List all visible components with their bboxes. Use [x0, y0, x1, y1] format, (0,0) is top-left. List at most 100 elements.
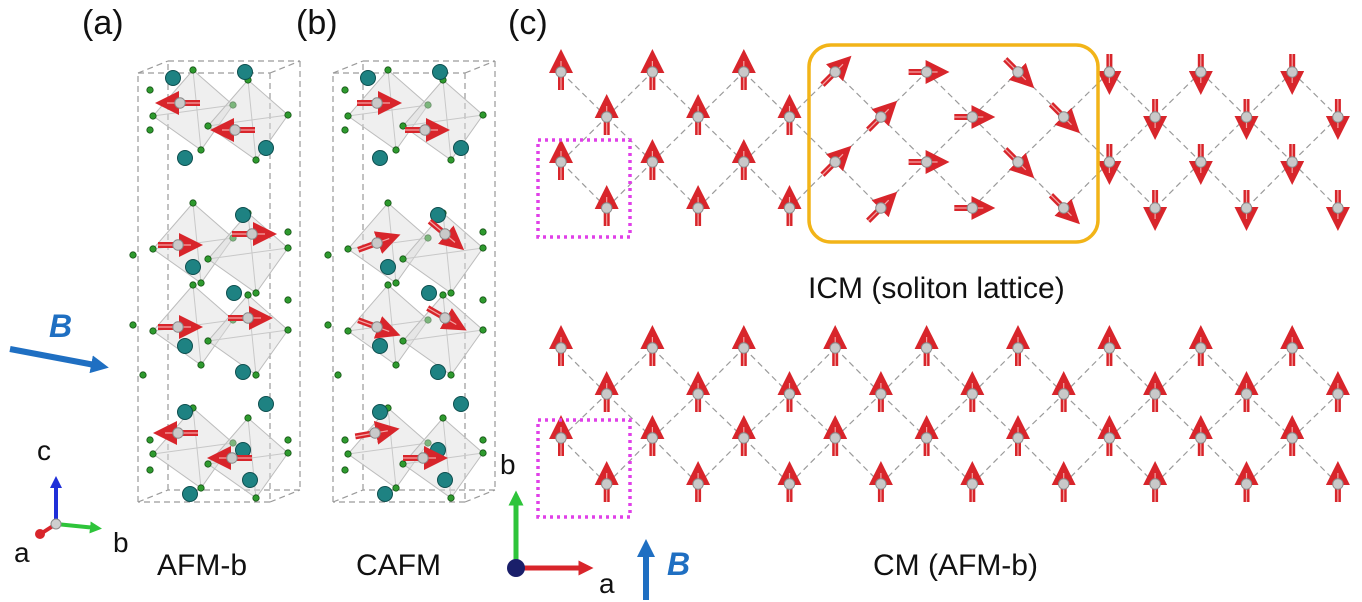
magnetic-ion — [1195, 432, 1207, 444]
bond-line — [1246, 393, 1293, 439]
magnetic-ion — [692, 388, 704, 400]
small-atom — [149, 245, 157, 253]
magnetic-ion — [1058, 478, 1070, 490]
bond-line — [1291, 347, 1339, 395]
magnetic-ion — [646, 432, 659, 444]
bond-line — [1154, 437, 1202, 485]
large-atom — [377, 486, 393, 502]
magnetic-ion — [601, 388, 613, 400]
magnetic-ion — [1149, 111, 1161, 123]
octahedron-edge — [207, 329, 289, 342]
magnetic-ion — [172, 321, 184, 333]
magnetic-ion — [692, 478, 704, 490]
bond-line — [1291, 71, 1339, 118]
magnetic-ion — [1103, 432, 1116, 444]
magnetic-ion — [1195, 66, 1207, 78]
small-atom — [424, 316, 432, 324]
axis-label-b-3d: b — [113, 527, 129, 558]
large-atom — [372, 404, 388, 420]
magnetic-ion — [555, 342, 567, 354]
bond-line — [743, 71, 790, 118]
small-atom — [204, 122, 212, 130]
bond-line — [926, 347, 973, 395]
small-atom — [252, 289, 260, 297]
octahedron-edge — [247, 212, 257, 294]
magnetic-ion — [371, 97, 383, 109]
magnetic-ion — [920, 432, 933, 444]
magnetic-ion — [1286, 432, 1298, 444]
bond-line — [560, 161, 608, 209]
magnetic-ion — [920, 66, 933, 78]
small-atom — [146, 466, 154, 474]
magnetic-ion — [1058, 111, 1070, 123]
field-label-right: B — [667, 546, 691, 582]
large-atom — [177, 404, 193, 420]
large-atom — [258, 140, 274, 156]
bond-line — [651, 71, 699, 118]
bond-line — [834, 347, 882, 395]
bond-line — [1108, 347, 1156, 395]
small-atom — [146, 126, 154, 134]
bond-line — [606, 71, 653, 118]
panel-c-cm-lattice — [536, 325, 1350, 519]
bond-line — [971, 161, 1019, 209]
octahedron-edge — [192, 69, 202, 151]
bond-line — [834, 161, 882, 209]
panel-a-structure — [129, 60, 301, 503]
soliton-box — [807, 43, 1100, 244]
magnetic-ion — [738, 156, 750, 168]
small-atom — [447, 156, 455, 164]
magnetic-ion — [601, 478, 613, 490]
large-atom — [372, 150, 388, 166]
field-label-left: B — [49, 308, 73, 344]
magnetic-unit-cell — [536, 138, 632, 239]
bond-line — [1200, 71, 1247, 118]
axis-a-head — [35, 529, 45, 539]
bond-line — [971, 347, 1019, 395]
magnetic-ion — [1332, 111, 1344, 123]
large-atom — [235, 364, 251, 380]
small-atom — [204, 337, 212, 345]
bond-line — [1246, 437, 1293, 485]
magnetic-ion — [226, 452, 238, 464]
magnetic-ion — [1012, 156, 1024, 168]
bond-line — [880, 116, 928, 163]
bond-line — [1246, 71, 1293, 118]
small-atom — [324, 321, 332, 329]
small-atom — [341, 86, 349, 94]
bond-line — [1200, 347, 1247, 395]
magnetic-ion — [646, 342, 659, 354]
small-atom — [204, 460, 212, 468]
magnetic-ion — [1286, 66, 1298, 78]
large-atom — [258, 396, 274, 412]
small-atom — [479, 449, 487, 457]
caption-icm: ICM (soliton lattice) — [808, 272, 1065, 305]
magnetic-ion — [783, 478, 796, 490]
magnetic-ion — [966, 111, 978, 123]
large-atom — [453, 140, 469, 156]
bond-line — [926, 437, 973, 485]
bond-line — [926, 116, 973, 163]
small-atom — [384, 199, 392, 207]
bond-line — [743, 437, 790, 485]
bond-line — [1108, 116, 1156, 163]
bond-line — [560, 347, 608, 395]
bond-line — [1154, 161, 1202, 209]
octahedron-edge — [207, 247, 289, 260]
small-atom — [229, 439, 237, 447]
small-atom — [341, 466, 349, 474]
bond-line — [697, 116, 745, 163]
small-atom — [392, 279, 400, 287]
large-atom — [360, 70, 376, 86]
bond-line — [1200, 161, 1247, 209]
magnetic-ion — [1103, 342, 1116, 354]
magnetic-ion — [875, 202, 887, 214]
small-atom — [479, 244, 487, 252]
bond-line — [926, 161, 973, 209]
magnetic-ion — [555, 432, 567, 444]
small-atom — [439, 291, 447, 299]
magnetic-ion — [1195, 156, 1207, 168]
bond-line — [834, 393, 882, 439]
small-atom — [479, 228, 487, 236]
bond-line — [1291, 437, 1339, 485]
